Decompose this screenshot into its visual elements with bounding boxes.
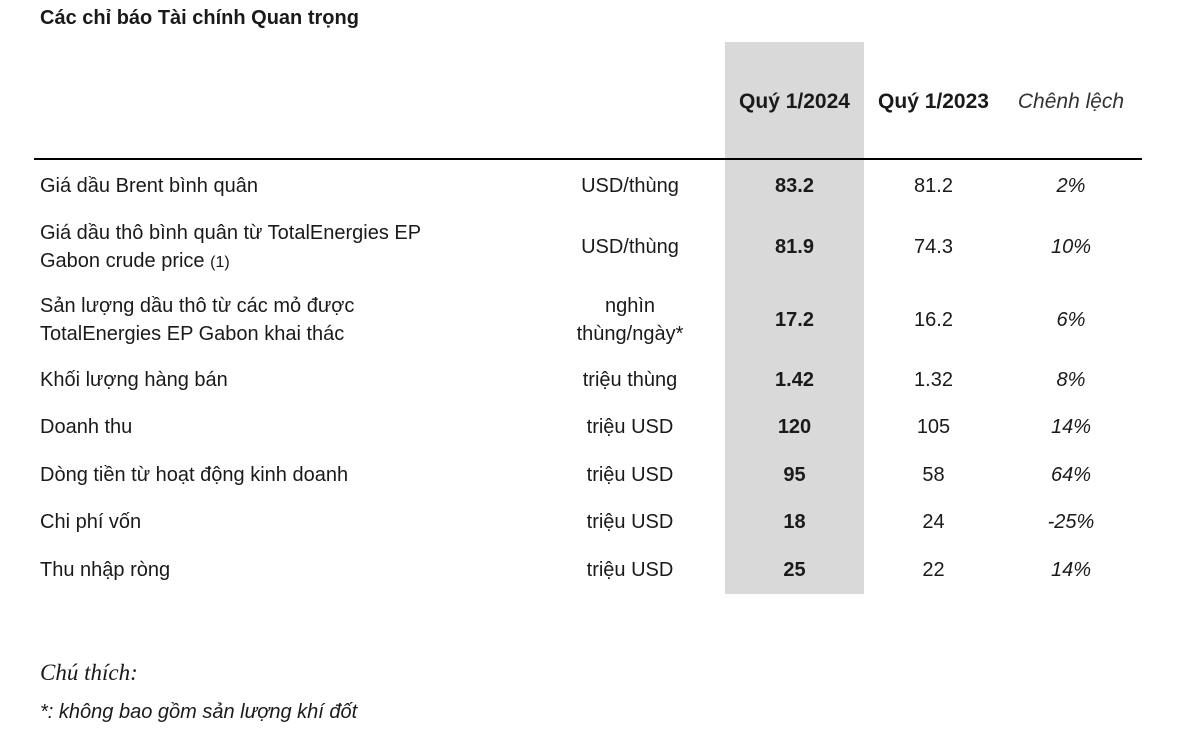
value-q1-2024: 81.9 [775,236,814,258]
row-label: Giá dầu Brent bình quân [40,175,258,197]
row-unit-line1: nghìn [604,295,656,317]
row-label-line2: TotalEnergies EP Gabon khai thác [40,323,345,345]
row-label-line1: Sản lượng dầu thô từ các mỏ được [40,295,355,317]
header-difference: Chênh lệch [1017,90,1125,113]
value-q1-2023: 105 [916,416,951,438]
row-label: Thu nhập ròng [40,559,171,581]
row-unit: triệu USD [586,464,674,486]
row-label: Giá dầu thô bình quân từ TotalEnergies E… [40,219,510,275]
row-label: Sản lượng dầu thô từ các mỏ được TotalEn… [40,292,510,348]
value-q1-2024: 95 [783,464,806,486]
header-q1-2023: Quý 1/2023 [878,90,989,113]
row-label-line2-wrap: Gabon crude price (1) [40,247,510,277]
row-unit: USD/thùng [581,175,679,197]
value-q1-2023: 24 [922,511,945,533]
notes-text: *: không bao gồm sản lượng khí đốt [40,701,358,723]
value-q1-2024: 17.2 [775,309,814,331]
row-label: Dòng tiền từ hoạt động kinh doanh [40,464,349,486]
value-q1-2024: 120 [777,416,812,438]
row-unit: triệu USD [586,559,674,581]
table-row: Giá dầu Brent bình quân USD/thùng 83.2 8… [0,172,1200,200]
row-unit: triệu USD [586,416,674,438]
row-unit: nghìn thùng/ngày* [540,292,720,348]
row-unit-line2: thùng/ngày* [576,323,684,345]
value-q1-2023: 58 [922,464,945,486]
row-label-line2: Gabon crude price [40,250,205,272]
header-divider [34,158,1142,160]
highlight-column-q1-2024 [725,42,864,594]
table-row: Thu nhập ròng triệu USD 25 22 14% [0,556,1200,584]
value-q1-2024: 25 [783,559,806,581]
table-row: Chi phí vốn triệu USD 18 24 -25% [0,508,1200,536]
table-row: Sản lượng dầu thô từ các mỏ được TotalEn… [0,292,1200,348]
value-q1-2023: 22 [922,559,945,581]
row-label: Doanh thu [40,416,133,438]
value-q1-2023: 16.2 [914,309,953,331]
value-difference: 14% [1050,416,1092,438]
value-difference: -25% [1047,511,1095,533]
table-title: Các chỉ báo Tài chính Quan trọng [40,7,359,29]
value-difference: 6% [1056,309,1086,331]
header-q1-2024: Quý 1/2024 [739,90,850,113]
value-difference: 14% [1050,559,1092,581]
row-unit: triệu USD [586,511,674,533]
table-row: Dòng tiền từ hoạt động kinh doanh triệu … [0,461,1200,489]
value-q1-2023: 74.3 [914,236,953,258]
value-difference: 64% [1050,464,1092,486]
row-label-line1: Giá dầu thô bình quân từ TotalEnergies E… [40,222,422,244]
value-q1-2024: 83.2 [775,175,814,197]
row-unit: triệu thùng [582,369,678,391]
footnote-ref: (1) [210,254,230,271]
row-label: Chi phí vốn [40,511,142,533]
value-difference: 2% [1056,175,1086,197]
value-q1-2023: 1.32 [914,369,953,391]
value-difference: 10% [1050,236,1092,258]
table-row: Giá dầu thô bình quân từ TotalEnergies E… [0,219,1200,275]
value-q1-2024: 1.42 [775,369,814,391]
table-row: Doanh thu triệu USD 120 105 14% [0,413,1200,441]
row-unit: USD/thùng [581,236,679,258]
table-row: Khối lượng hàng bán triệu thùng 1.42 1.3… [0,366,1200,394]
value-difference: 8% [1056,369,1086,391]
value-q1-2024: 18 [783,511,806,533]
notes-title: Chú thích: [40,660,138,685]
row-label: Khối lượng hàng bán [40,369,228,391]
value-q1-2023: 81.2 [914,175,953,197]
